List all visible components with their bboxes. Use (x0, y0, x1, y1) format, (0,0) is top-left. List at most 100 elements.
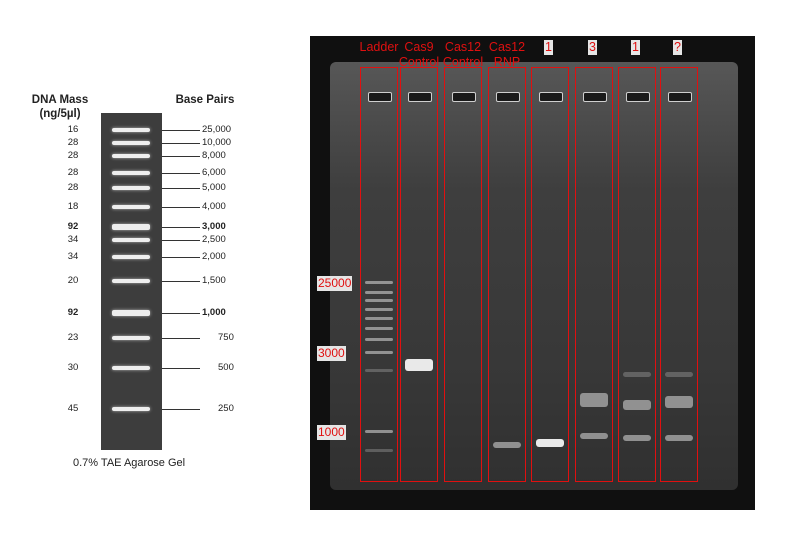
gel-band (365, 316, 393, 320)
gel-band (365, 448, 393, 452)
mass-value: 23 (67, 332, 79, 343)
lane-label-line: RNP (493, 55, 521, 69)
lane-box (575, 67, 613, 482)
bp-tick (162, 188, 200, 189)
bp-tick (162, 409, 200, 410)
bp-tick (162, 156, 200, 157)
mass-value: 92 (67, 307, 79, 318)
lane-label-line: Cas12 (488, 40, 526, 54)
gel-band (665, 396, 693, 408)
mass-value: 28 (67, 182, 79, 193)
lane-label: ? (673, 40, 682, 55)
bp-tick (162, 130, 200, 131)
bp-tick (162, 368, 200, 369)
gel-band (623, 400, 651, 410)
lane-label-line: 1 (632, 40, 639, 54)
lane-label: Cas9 Control (388, 40, 450, 70)
lane-label-line: ? (674, 40, 681, 54)
mass-value: 28 (67, 137, 79, 148)
gel-band (365, 429, 393, 433)
lane-label-line: 3 (589, 40, 596, 54)
mass-value: 20 (67, 275, 79, 286)
gel-band (365, 290, 393, 294)
base-pairs-header: Base Pairs (175, 94, 235, 106)
gel-band (365, 350, 393, 354)
mass-value: 30 (67, 362, 79, 373)
well (583, 92, 607, 102)
ladder-band (112, 255, 150, 259)
mass-value: 34 (67, 234, 79, 245)
lane-box (360, 67, 398, 482)
ladder-band (112, 154, 150, 158)
gel-band (536, 439, 564, 447)
gel-band (665, 435, 693, 441)
ladder-band (112, 224, 150, 230)
dna-mass-header-line1: DNA Mass (31, 94, 89, 106)
mass-value: 45 (67, 403, 79, 414)
lane-box (488, 67, 526, 482)
bp-value: 3,000 (202, 221, 226, 232)
bp-value: 500 (218, 362, 234, 373)
lane-label: Cas12 RNP (476, 40, 538, 70)
lane-box (660, 67, 698, 482)
ladder-band (112, 310, 150, 316)
well (368, 92, 392, 102)
bp-value: 1,500 (202, 275, 226, 286)
well (408, 92, 432, 102)
ladder-band (112, 366, 150, 370)
bp-value: 10,000 (202, 137, 232, 148)
ladder-band (112, 238, 150, 242)
bp-value: 2,000 (202, 251, 226, 262)
well (539, 92, 563, 102)
well (626, 92, 650, 102)
bp-tick (162, 227, 200, 228)
well (496, 92, 520, 102)
bp-tick (162, 240, 200, 241)
gel-caption: 0.7% TAE Agarose Gel (73, 457, 186, 469)
lane-label-line: Cas9 (404, 40, 434, 54)
bp-value: 4,000 (202, 201, 226, 212)
gel-band (623, 371, 651, 377)
well (668, 92, 692, 102)
lane-label: Cas12 Control (432, 40, 494, 70)
ladder-band (112, 128, 150, 132)
mass-value: 18 (67, 201, 79, 212)
gel-band (580, 393, 608, 407)
lane-box (618, 67, 656, 482)
lane-label-line: Control (398, 55, 440, 69)
bp-tick (162, 338, 200, 339)
ladder-band (112, 279, 150, 283)
lane-box (531, 67, 569, 482)
gel-band (623, 435, 651, 441)
dna-mass-header-line2: (ng/5µl) (39, 108, 81, 120)
gel-band (365, 298, 393, 302)
bp-tick (162, 257, 200, 258)
mass-value: 16 (67, 124, 79, 135)
gel-band (580, 433, 608, 439)
lane-label: 3 (588, 40, 597, 55)
gel-band (405, 359, 433, 371)
gel-band (365, 280, 393, 284)
mass-value: 92 (67, 221, 79, 232)
lane-box (400, 67, 438, 482)
dna-mass-header: DNA Mass (ng/5µl) (30, 93, 90, 121)
gel-band (665, 371, 693, 377)
size-marker-3000: 3000 (317, 346, 346, 361)
bp-value: 250 (218, 403, 234, 414)
mass-value: 34 (67, 251, 79, 262)
ladder-band (112, 407, 150, 411)
lane-label-line: 1 (545, 40, 552, 54)
lane-label-line: Ladder (359, 40, 399, 54)
gel-band (493, 442, 521, 448)
size-marker-25000: 25000 (317, 276, 353, 291)
gel-band (365, 337, 393, 341)
lane-label: 1 (544, 40, 553, 55)
lane-label: Ladder (348, 40, 410, 55)
ladder-band (112, 336, 150, 340)
bp-value: 8,000 (202, 150, 226, 161)
gel-band (365, 368, 393, 372)
bp-tick (162, 281, 200, 282)
size-marker-1000: 1000 (317, 425, 346, 440)
lane-label-line: Cas12 (444, 40, 482, 54)
ladder-band (112, 186, 150, 190)
